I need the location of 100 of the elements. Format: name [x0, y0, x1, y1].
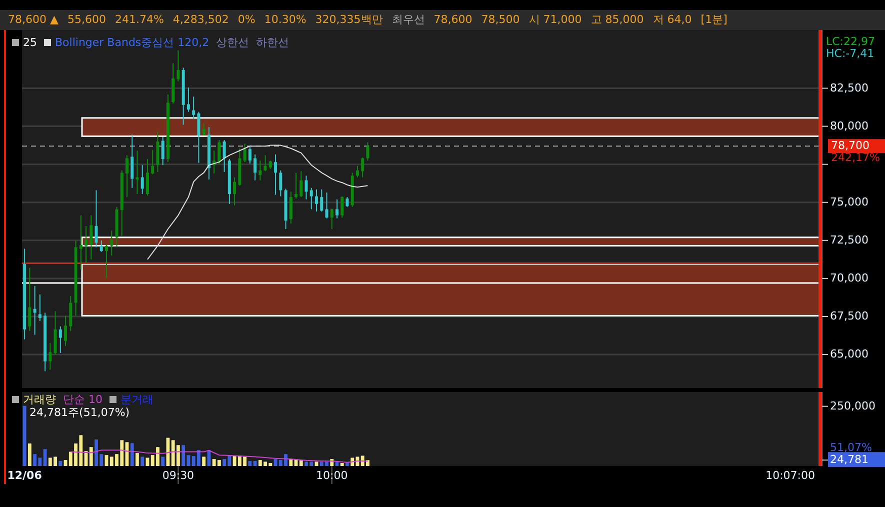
candlestick: [279, 170, 282, 197]
x-tick-label: 10:00: [316, 469, 348, 482]
candlestick: [79, 214, 82, 270]
x-tick-label: 12/06: [7, 469, 42, 482]
bar: [146, 458, 150, 466]
candlestick: [151, 149, 154, 175]
candlestick: [222, 139, 226, 172]
annotation: 25: [23, 36, 37, 50]
candlestick: [192, 96, 196, 120]
text: 10.30%: [264, 13, 306, 26]
candlestick: [361, 156, 364, 178]
bar: [289, 459, 293, 466]
bar: [314, 462, 318, 466]
ref-line-label: 78,700: [831, 139, 870, 152]
text: 78,600 ▲: [8, 13, 59, 26]
y-tick-label: 65,000: [830, 348, 868, 361]
candlestick: [325, 192, 328, 219]
y-tick-label: 250,000: [830, 399, 876, 412]
bar: [136, 453, 139, 466]
candlestick: [304, 175, 308, 200]
candlestick: [110, 230, 114, 256]
candlestick: [248, 146, 252, 164]
y-tick-label: 82,500: [830, 81, 868, 94]
text: 최우선: [392, 13, 425, 26]
candlestick: [335, 198, 338, 219]
text: 10:07:00: [766, 469, 815, 482]
candlestick: [346, 196, 349, 208]
text: 78,600: [434, 13, 472, 26]
candlestick: [233, 176, 236, 206]
text: 0%: [238, 13, 256, 26]
bar: [22, 406, 26, 466]
candlestick: [90, 214, 93, 260]
bar: [58, 461, 62, 466]
candlestick: [366, 142, 370, 162]
candlestick: [274, 154, 278, 196]
bar: [140, 456, 144, 466]
candlestick: [48, 342, 52, 370]
bar: [89, 447, 93, 466]
text: 단순 10: [63, 393, 102, 406]
text: 241.74%: [114, 13, 164, 26]
x-tick-label: 09:30: [162, 469, 194, 482]
text: 고 85,000: [590, 13, 644, 26]
text: HC:-7,41: [826, 47, 874, 60]
candlestick: [186, 86, 190, 112]
candlestick: [69, 295, 72, 332]
annotation: 상한선: [216, 36, 250, 50]
candlestick: [340, 196, 344, 218]
bar: [207, 450, 211, 466]
bar: [248, 461, 252, 466]
text: 저 64,0: [652, 13, 692, 26]
candlestick: [264, 154, 267, 172]
candlestick: [315, 188, 318, 212]
legend-label: Bollinger Bands중심선 120,2: [55, 36, 210, 50]
y-tick-label: 72,500: [830, 233, 868, 246]
candlestick: [33, 286, 36, 336]
candlestick: [176, 50, 180, 82]
bar: [161, 456, 165, 466]
candlestick: [320, 188, 324, 212]
candlestick: [243, 143, 246, 163]
candlestick: [218, 139, 221, 164]
candlestick: [28, 267, 32, 332]
candlestick: [161, 136, 164, 166]
candlestick: [202, 122, 206, 136]
y-tick-label: 75,000: [830, 195, 868, 208]
candlestick: [140, 164, 144, 194]
bar: [299, 460, 303, 466]
bar: [28, 443, 32, 466]
text: 시 71,000: [528, 13, 582, 26]
text: [1분]: [700, 13, 728, 26]
text: LC:22,97: [826, 35, 876, 48]
candlestick: [172, 62, 175, 104]
candlestick: [58, 326, 62, 354]
bar: [182, 445, 186, 466]
candlestick: [105, 244, 108, 278]
candlestick: [125, 154, 128, 198]
bar: [130, 443, 134, 466]
candlestick: [54, 310, 57, 356]
text: 78,500: [481, 13, 520, 26]
candlestick: [64, 315, 68, 347]
y-tick-label: 70,000: [830, 271, 868, 284]
text: 320,335백만: [315, 13, 383, 26]
candlestick: [38, 294, 42, 322]
candlestick: [294, 172, 298, 200]
annotation: 하한선: [256, 36, 290, 50]
bar: [202, 456, 206, 466]
text: 51,07%: [830, 441, 872, 454]
series-label: 거래량: [23, 393, 56, 406]
candlestick: [254, 154, 257, 181]
line-series: [70, 450, 368, 463]
candlestick: [300, 170, 303, 198]
candlestick: [94, 190, 98, 248]
y-tick-label: 24,781: [830, 453, 868, 466]
text: 4,283,502: [172, 13, 229, 26]
bar: [346, 462, 349, 466]
candlestick: [146, 158, 149, 196]
annotation: 24,781주(51,07%): [30, 406, 130, 420]
candlestick: [258, 160, 262, 181]
annotation: 분거래: [120, 393, 154, 406]
candlestick: [156, 131, 160, 172]
y-tick-label: 67,500: [830, 309, 868, 323]
